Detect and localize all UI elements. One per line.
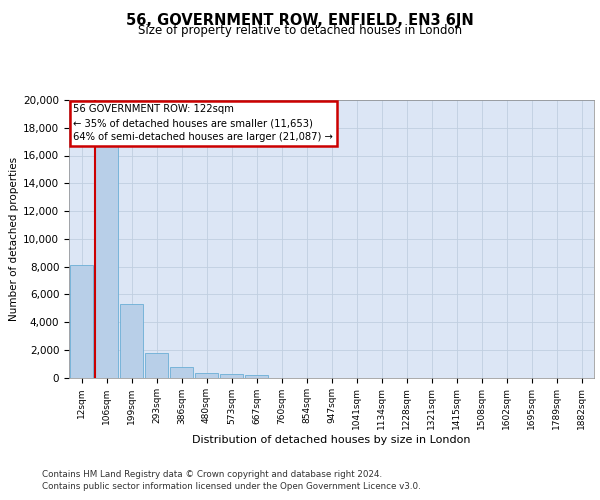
Bar — [70, 265, 93, 378]
Bar — [95, 146, 118, 378]
Bar — [145, 353, 168, 378]
Bar — [195, 373, 218, 378]
Bar — [245, 374, 268, 378]
Bar — [220, 374, 243, 378]
Y-axis label: Number of detached properties: Number of detached properties — [9, 156, 19, 321]
Text: Size of property relative to detached houses in London: Size of property relative to detached ho… — [138, 24, 462, 37]
Text: Contains HM Land Registry data © Crown copyright and database right 2024.: Contains HM Land Registry data © Crown c… — [42, 470, 382, 479]
X-axis label: Distribution of detached houses by size in London: Distribution of detached houses by size … — [192, 435, 471, 445]
Bar — [120, 304, 143, 378]
Text: Contains public sector information licensed under the Open Government Licence v3: Contains public sector information licen… — [42, 482, 421, 491]
Bar — [170, 367, 193, 378]
Text: 56, GOVERNMENT ROW, ENFIELD, EN3 6JN: 56, GOVERNMENT ROW, ENFIELD, EN3 6JN — [126, 12, 474, 28]
Text: 56 GOVERNMENT ROW: 122sqm
← 35% of detached houses are smaller (11,653)
64% of s: 56 GOVERNMENT ROW: 122sqm ← 35% of detac… — [73, 104, 333, 142]
